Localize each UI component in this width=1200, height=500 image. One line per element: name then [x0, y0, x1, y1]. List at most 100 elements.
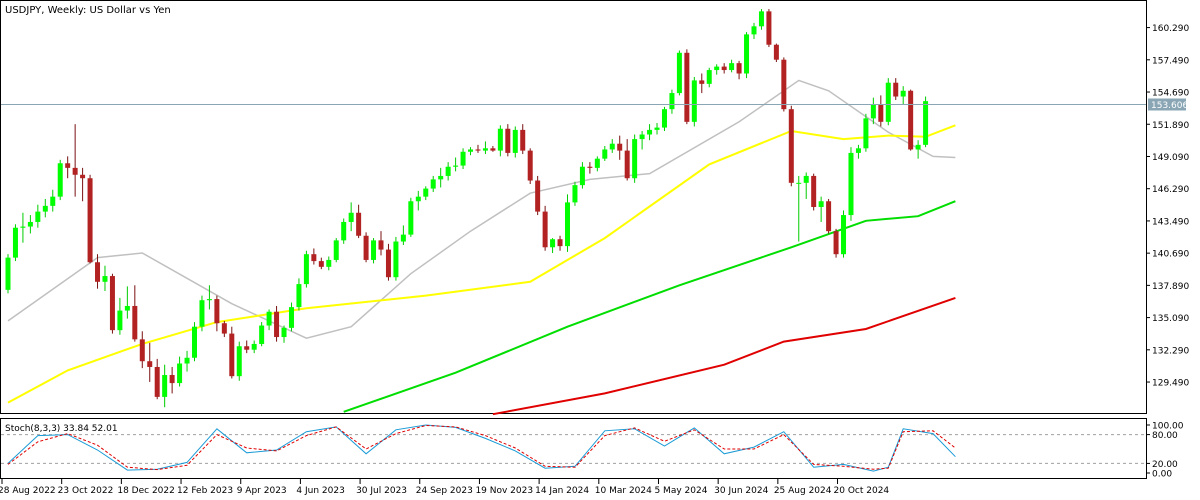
candle-body	[781, 59, 787, 110]
candle-body	[27, 221, 33, 227]
time-tick-label: 20 Oct 2024	[834, 486, 890, 496]
candle-body	[744, 34, 750, 74]
candle-body	[878, 104, 884, 122]
bull-candle	[497, 125, 503, 157]
bull-candle	[550, 238, 556, 254]
bull-candle	[348, 202, 354, 232]
candle-body	[318, 261, 324, 267]
candle-body	[594, 158, 600, 168]
candle-body	[296, 284, 302, 308]
time-tick-label: 28 Aug 2022	[0, 486, 56, 496]
bear-candle	[139, 331, 145, 369]
candle-body	[647, 129, 653, 135]
bear-candle	[766, 9, 772, 48]
bull-candle	[796, 175, 802, 242]
candle-body	[669, 93, 675, 110]
candle-body	[557, 239, 563, 247]
bull-candle	[885, 78, 891, 126]
candle-body	[550, 239, 556, 248]
bear-candle	[274, 305, 280, 342]
bull-candle	[102, 265, 108, 292]
bear-candle	[833, 228, 839, 258]
bull-candle	[296, 278, 302, 311]
bull-candle	[393, 236, 399, 281]
candle-body	[736, 63, 742, 74]
candle-body	[326, 259, 332, 267]
bear-candle	[699, 73, 705, 94]
candle-body	[587, 166, 593, 168]
bull-candle	[572, 181, 578, 206]
bull-candle	[57, 159, 63, 201]
candle-body	[236, 346, 242, 377]
candle-body	[72, 167, 78, 175]
bull-candle	[453, 157, 459, 172]
bull-candle	[438, 167, 444, 188]
candle-body	[408, 201, 414, 235]
bear-candle	[721, 63, 727, 74]
bear-candle	[893, 78, 899, 100]
bear-candle	[65, 156, 71, 179]
price-tag-text: 153.606	[1151, 101, 1188, 111]
main-plot-frame	[0, 0, 1147, 414]
bear-candle	[811, 173, 817, 211]
candle-body	[20, 226, 26, 228]
bear-candle	[557, 235, 563, 251]
time-tick-label: 23 Oct 2022	[58, 486, 114, 496]
candle-body	[124, 305, 130, 311]
candle-body	[826, 201, 832, 232]
candle-body	[803, 175, 809, 183]
candle-body	[177, 363, 183, 384]
bull-candle	[184, 350, 190, 372]
time-tick-label: 24 Sep 2023	[416, 486, 473, 496]
candle-body	[430, 179, 436, 189]
candle-body	[900, 90, 906, 97]
bull-candle	[162, 364, 168, 408]
candle-body	[423, 188, 429, 197]
bear-candle	[109, 273, 115, 334]
time-tick-label: 30 Jul 2023	[356, 486, 407, 496]
candle-body	[192, 326, 197, 358]
price-tick-label: 149.090	[1152, 153, 1189, 163]
stoch-tick-label: 80.00	[1152, 431, 1178, 441]
candle-body	[788, 109, 794, 183]
bull-candle	[729, 59, 735, 73]
candle-body	[863, 118, 869, 149]
candle-body	[855, 148, 861, 153]
candle-body	[468, 149, 474, 152]
bull-candle	[594, 156, 600, 172]
candle-body	[199, 300, 205, 327]
price-tick-label: 143.490	[1152, 217, 1189, 227]
candle-body	[490, 148, 496, 151]
bull-candle	[512, 126, 518, 158]
bear-candle	[229, 326, 235, 379]
bear-candle	[475, 144, 481, 153]
bear-candle	[318, 257, 324, 270]
time-tick-label: 14 Jan 2024	[535, 486, 589, 496]
bear-candle	[147, 342, 153, 382]
bear-candle	[132, 285, 138, 342]
candle-body	[505, 128, 511, 153]
candle-body	[520, 129, 526, 151]
stoch-tick-label: 20.00	[1152, 460, 1178, 470]
bear-candle	[356, 204, 362, 239]
bear-candle	[95, 254, 101, 289]
bull-candle	[192, 322, 197, 362]
candle-body	[162, 375, 168, 397]
bear-candle	[520, 124, 526, 155]
bull-candle	[848, 147, 854, 221]
price-tick-label: 151.890	[1152, 121, 1189, 131]
candle-body	[5, 257, 11, 290]
bull-candle	[259, 322, 265, 347]
bear-candle	[221, 320, 227, 338]
bear-candle	[154, 358, 160, 400]
bull-candle	[430, 175, 436, 193]
candle-body	[266, 311, 272, 326]
bull-candle	[460, 148, 466, 170]
time-axis: 28 Aug 2022 23 Oct 2022 18 Dec 2022 12 Feb …	[0, 479, 889, 496]
candle-body	[274, 311, 280, 338]
candle-body	[102, 276, 108, 282]
stoch-tick-label: 100.00	[1152, 422, 1184, 432]
bull-candle	[714, 64, 720, 75]
